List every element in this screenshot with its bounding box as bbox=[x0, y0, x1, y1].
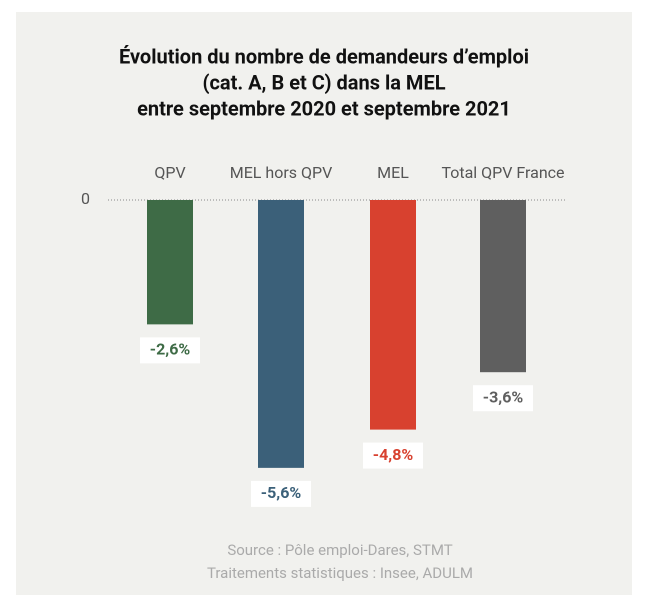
bar bbox=[147, 200, 193, 325]
value-label-box bbox=[363, 442, 423, 469]
source: Source : Pôle emploi-Dares, STMT bbox=[227, 541, 452, 559]
chart-title: (cat. A, B et C) dans la MEL bbox=[202, 70, 445, 94]
category-label: Total QPV France bbox=[441, 163, 564, 182]
bar bbox=[258, 200, 304, 468]
category-label: MEL bbox=[377, 163, 409, 182]
value-label: -5,6% bbox=[261, 483, 302, 502]
category-label: QPV bbox=[154, 163, 185, 182]
value-label-box bbox=[251, 480, 311, 507]
chart-title: Évolution du nombre de demandeurs d’empl… bbox=[119, 44, 529, 68]
bar bbox=[370, 200, 416, 430]
background bbox=[16, 12, 632, 595]
source: Traitements statistiques : Insee, ADULM bbox=[207, 564, 473, 582]
value-label: -2,6% bbox=[150, 340, 191, 359]
value-label: -3,6% bbox=[483, 387, 524, 406]
bar bbox=[480, 200, 526, 373]
category-label: MEL hors QPV bbox=[230, 163, 333, 182]
y-tick-label: 0 bbox=[81, 189, 90, 208]
value-label: -4,8% bbox=[373, 445, 414, 464]
chart-title: entre septembre 2020 et septembre 2021 bbox=[137, 96, 511, 120]
value-label-box bbox=[473, 385, 533, 412]
value-label-box bbox=[140, 337, 200, 364]
